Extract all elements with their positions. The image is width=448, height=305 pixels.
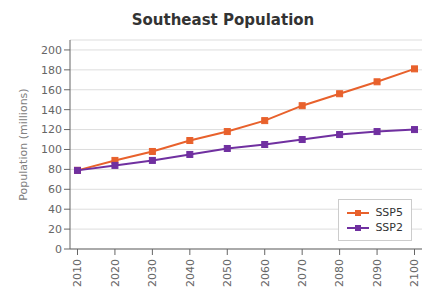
svg-text:2060: 2060 (259, 259, 272, 287)
svg-text:2030: 2030 (146, 259, 159, 287)
svg-text:2050: 2050 (221, 259, 234, 287)
svg-text:Population (millions): Population (millions) (17, 88, 30, 200)
svg-text:40: 40 (48, 203, 62, 216)
html-text:SSP2: SSP2 (375, 221, 403, 234)
html-text:SSP5: SSP5 (375, 206, 403, 219)
svg-text:2090: 2090 (371, 259, 384, 287)
svg-text:2040: 2040 (184, 259, 197, 287)
svg-text:2010: 2010 (71, 259, 84, 287)
svg-text:2100: 2100 (408, 259, 421, 287)
svg-text:160: 160 (41, 84, 62, 97)
svg-text:120: 120 (41, 123, 62, 136)
svg-text:140: 140 (41, 104, 62, 117)
svg-text:80: 80 (48, 163, 62, 176)
svg-text:60: 60 (48, 183, 62, 196)
svg-text:100: 100 (41, 143, 62, 156)
svg-text:20: 20 (48, 223, 62, 236)
svg-text:2020: 2020 (109, 259, 122, 287)
svg-text:2080: 2080 (333, 259, 346, 287)
svg-text:180: 180 (41, 64, 62, 77)
svg-text:200: 200 (41, 44, 62, 57)
html-text:Southeast Population: Southeast Population (131, 11, 315, 29)
svg-text:2070: 2070 (296, 259, 309, 287)
svg-text:0: 0 (55, 243, 62, 256)
